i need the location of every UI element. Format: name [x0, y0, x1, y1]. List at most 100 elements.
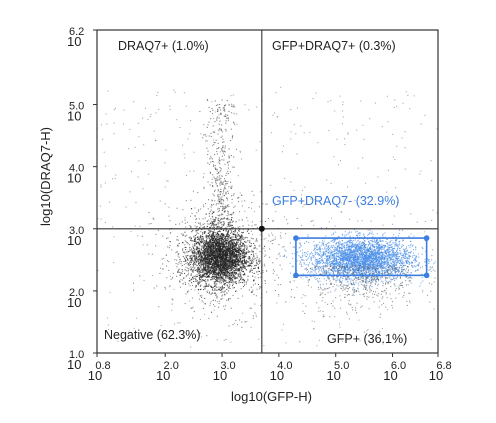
data-point	[352, 293, 354, 295]
data-point	[332, 269, 334, 271]
data-point	[254, 267, 256, 269]
data-point	[208, 271, 210, 273]
data-point	[182, 248, 184, 250]
data-point	[192, 276, 194, 278]
data-point	[250, 243, 252, 245]
data-point	[223, 260, 225, 262]
data-point	[214, 268, 216, 270]
data-point	[227, 261, 229, 263]
data-point	[192, 244, 194, 246]
data-point	[202, 258, 204, 260]
data-point	[227, 271, 229, 273]
data-point	[184, 222, 186, 224]
data-point	[205, 276, 207, 278]
data-point	[196, 247, 198, 249]
data-point	[214, 165, 216, 167]
data-point	[189, 248, 191, 250]
data-point	[407, 284, 409, 286]
data-point	[216, 173, 218, 175]
data-point	[290, 296, 292, 298]
data-point	[252, 257, 254, 259]
data-point	[199, 266, 201, 268]
data-point	[220, 249, 222, 251]
data-point	[253, 255, 255, 257]
data-point	[222, 236, 224, 238]
data-point	[230, 240, 232, 242]
data-point	[256, 259, 258, 261]
data-point	[234, 259, 236, 261]
data-point	[349, 236, 351, 238]
data-point	[210, 248, 212, 250]
data-point	[211, 266, 213, 268]
data-point	[207, 229, 209, 231]
data-point	[232, 245, 234, 247]
data-point	[168, 269, 170, 271]
data-point	[224, 237, 226, 239]
data-point	[207, 223, 209, 225]
data-point	[332, 277, 334, 279]
data-point	[198, 280, 200, 282]
data-point	[228, 278, 230, 280]
data-point	[257, 270, 259, 272]
data-point	[227, 119, 229, 121]
data-point	[225, 279, 227, 281]
data-point	[232, 249, 234, 251]
data-point	[241, 266, 243, 268]
data-point	[215, 245, 217, 247]
data-point	[193, 247, 195, 249]
data-point	[220, 206, 222, 208]
data-point	[236, 261, 238, 263]
data-point	[376, 273, 378, 275]
data-point	[235, 257, 237, 259]
data-point	[194, 256, 196, 258]
data-point	[217, 234, 219, 236]
data-point	[244, 245, 246, 247]
data-point	[222, 218, 224, 220]
data-point	[417, 269, 419, 271]
data-point	[225, 128, 227, 130]
data-point	[210, 285, 212, 287]
data-point	[374, 267, 376, 269]
data-point	[227, 265, 229, 267]
data-point	[392, 223, 394, 225]
data-point	[228, 253, 230, 255]
data-point	[220, 181, 222, 183]
data-point	[212, 218, 214, 220]
data-point	[222, 275, 224, 277]
data-point	[219, 278, 221, 280]
data-point	[219, 167, 221, 169]
data-point	[191, 257, 193, 259]
data-point	[185, 266, 187, 268]
data-point	[231, 279, 233, 281]
data-point	[248, 264, 250, 266]
data-point	[242, 248, 244, 250]
data-point	[182, 234, 184, 236]
data-point	[215, 104, 217, 106]
data-point	[213, 221, 215, 223]
data-point	[176, 239, 178, 241]
data-point	[222, 241, 224, 243]
data-point	[215, 265, 217, 267]
data-point	[405, 248, 407, 250]
data-point	[218, 227, 220, 229]
data-point	[357, 267, 359, 269]
data-point	[204, 303, 206, 305]
data-point	[190, 255, 192, 257]
data-point	[222, 150, 224, 152]
data-point	[226, 252, 228, 254]
data-point	[241, 279, 243, 281]
data-point	[217, 234, 219, 236]
data-point	[179, 259, 181, 261]
data-point	[347, 256, 349, 258]
data-point	[236, 243, 238, 245]
data-point	[240, 241, 242, 243]
data-point	[238, 244, 240, 246]
data-point	[222, 256, 224, 258]
data-point	[209, 302, 211, 304]
data-point	[231, 231, 233, 233]
data-point	[210, 278, 212, 280]
data-point	[339, 241, 341, 243]
data-point	[228, 290, 230, 292]
data-point	[205, 247, 207, 249]
data-point	[200, 239, 202, 241]
